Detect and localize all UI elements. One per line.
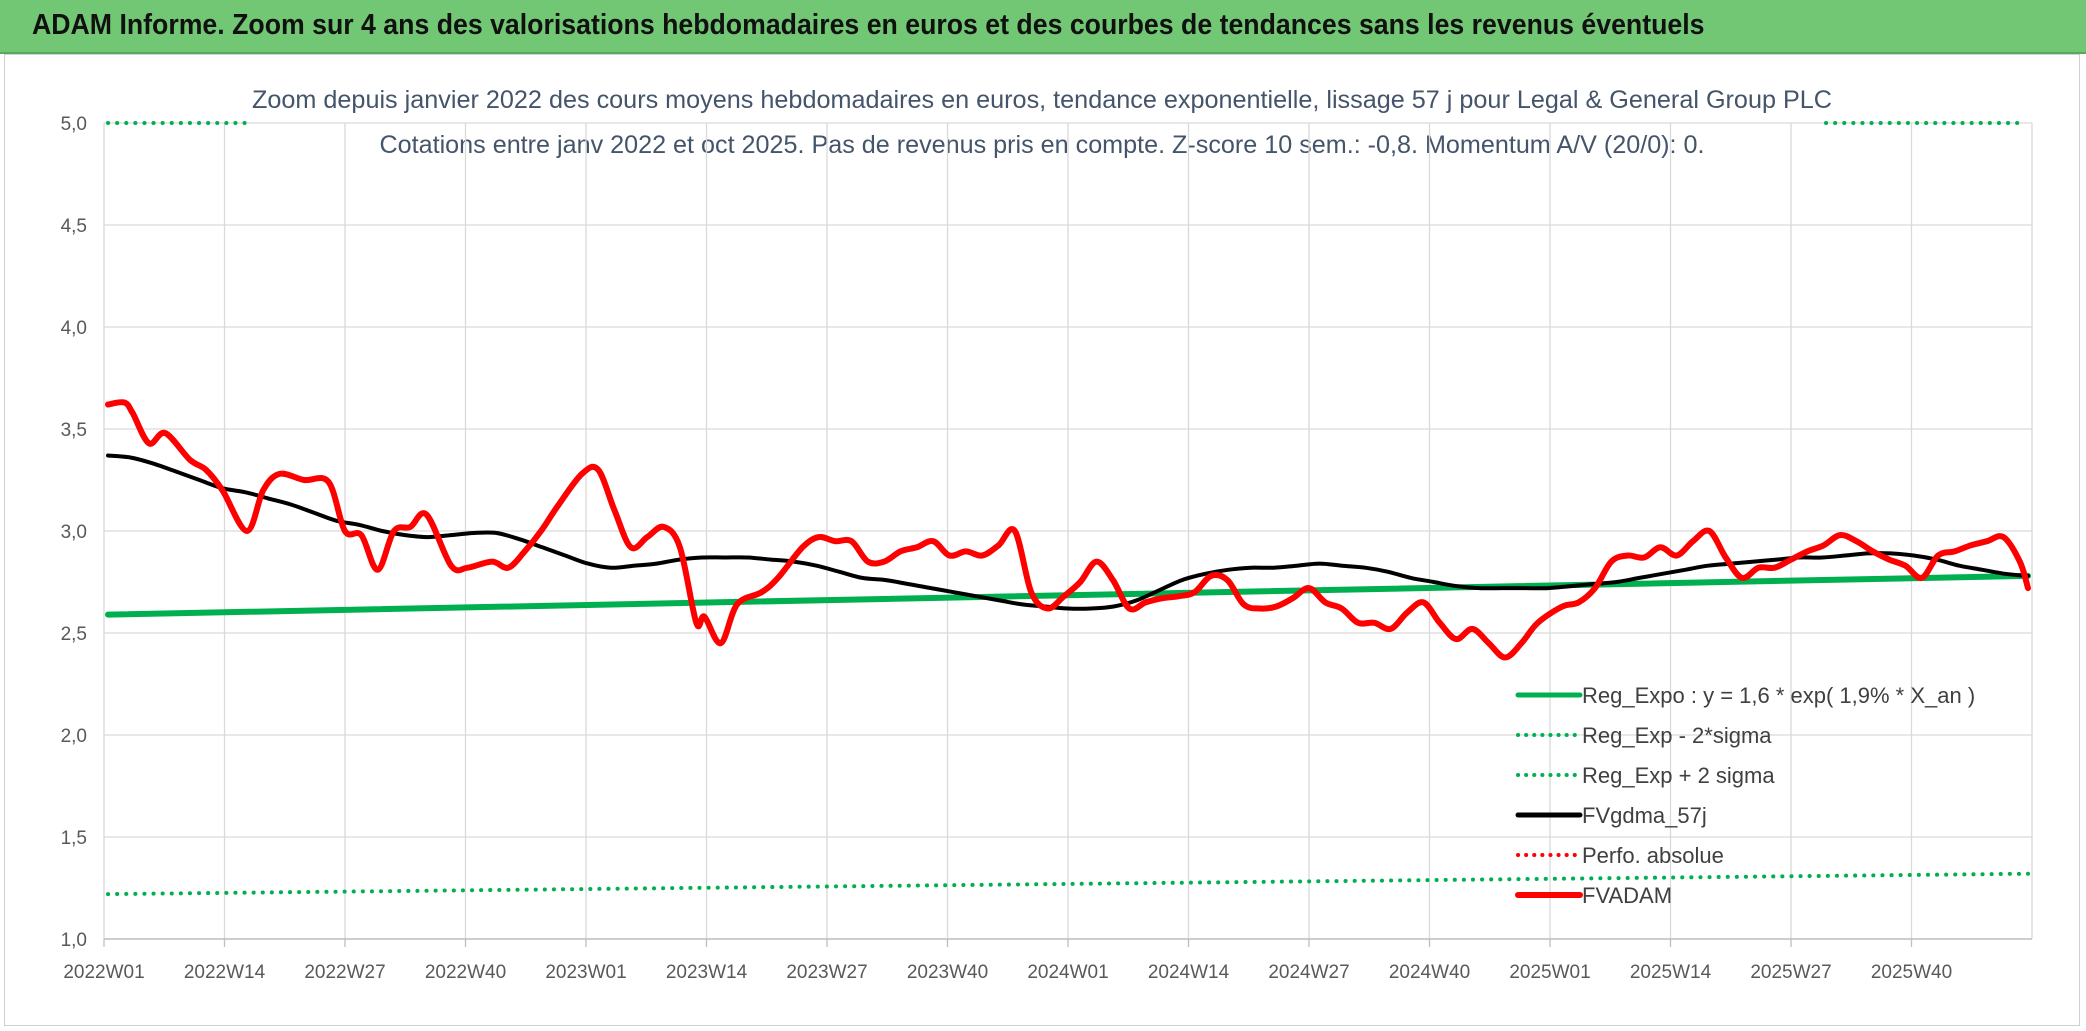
x-tick-label: 2025W01 bbox=[1509, 962, 1590, 983]
y-tick-label: 1,0 bbox=[61, 930, 87, 951]
series-fvgdma-57j bbox=[106, 453, 2030, 611]
x-tick-label: 2022W01 bbox=[63, 962, 144, 983]
x-tick-label: 2025W14 bbox=[1630, 962, 1712, 983]
x-tick-label: 2022W27 bbox=[304, 962, 385, 983]
legend-label: FVgdma_57j bbox=[1582, 803, 1707, 828]
x-tick-label: 2022W14 bbox=[184, 962, 266, 983]
legend-label: Reg_Expo : y = 1,6 * exp( 1,9% * X_an ) bbox=[1582, 683, 1975, 708]
chart-subtitle: Cotations entre janv 2022 et oct 2025. P… bbox=[380, 131, 1705, 159]
y-axis-ticks: 1,0 1,5 2,0 2,5 3,0 3,5 4,0 4,5 5,0 bbox=[61, 114, 87, 951]
chart-legend: Reg_Expo : y = 1,6 * exp( 1,9% * X_an ) R… bbox=[1515, 683, 1975, 908]
legend-label: Reg_Exp + 2 sigma bbox=[1582, 763, 1775, 788]
legend-label: Reg_Exp - 2*sigma bbox=[1582, 723, 1772, 748]
legend-label: FVADAM bbox=[1582, 883, 1672, 908]
x-tick-label: 2024W01 bbox=[1027, 962, 1108, 983]
x-tick-label: 2025W27 bbox=[1750, 962, 1831, 983]
legend-label: Perfo. absolue bbox=[1582, 843, 1724, 868]
y-tick-label: 3,5 bbox=[61, 420, 87, 441]
chart-frame bbox=[4, 54, 2080, 1026]
y-tick-label: 2,0 bbox=[61, 726, 87, 747]
x-tick-label: 2024W27 bbox=[1268, 962, 1349, 983]
x-axis-ticks: 2022W01 2022W14 2022W27 2022W40 2023W01 2023W… bbox=[63, 962, 1952, 983]
chart-series bbox=[105, 121, 2031, 897]
y-tick-label: 5,0 bbox=[61, 114, 87, 135]
report-title: ADAM Informe. Zoom sur 4 ans des valoris… bbox=[32, 9, 1705, 41]
x-tick-label: 2024W14 bbox=[1148, 962, 1230, 983]
chart-title: Zoom depuis janvier 2022 des cours moyen… bbox=[252, 86, 1832, 114]
series-reg-minus-2sigma bbox=[106, 871, 2030, 897]
chart-grid bbox=[103, 122, 2033, 947]
y-tick-label: 4,5 bbox=[61, 216, 87, 237]
y-tick-label: 4,0 bbox=[61, 318, 87, 339]
x-tick-label: 2025W40 bbox=[1871, 962, 1952, 983]
report-banner: ADAM Informe. Zoom sur 4 ans des valoris… bbox=[0, 0, 2086, 54]
x-tick-label: 2022W40 bbox=[425, 962, 506, 983]
x-tick-label: 2023W01 bbox=[545, 962, 626, 983]
y-tick-label: 3,0 bbox=[61, 522, 87, 543]
x-tick-label: 2024W40 bbox=[1389, 962, 1470, 983]
y-tick-label: 2,5 bbox=[61, 624, 87, 645]
y-tick-label: 1,5 bbox=[61, 828, 87, 849]
x-tick-label: 2023W14 bbox=[666, 962, 748, 983]
x-tick-label: 2023W40 bbox=[907, 962, 988, 983]
x-tick-label: 2023W27 bbox=[786, 962, 867, 983]
series-fvadam bbox=[105, 399, 2031, 661]
